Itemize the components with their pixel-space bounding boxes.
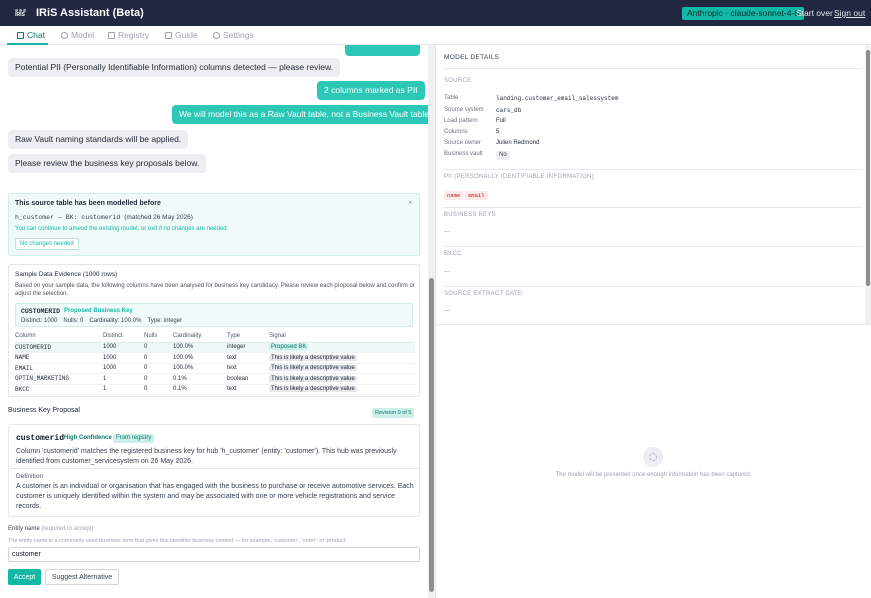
- suggest-alternative-button[interactable]: Suggest Alternative: [45, 569, 119, 585]
- accept-button[interactable]: Accept: [8, 569, 41, 585]
- table-header: Column Distinct Nulls Cardinality Type S…: [15, 331, 415, 343]
- chat-icon: [17, 31, 24, 39]
- bkcc-section-title: BKCC: [444, 251, 462, 257]
- existing-hub: h_customer — BK: customerid (matched 26 …: [15, 214, 193, 221]
- loading-icon: [643, 447, 663, 467]
- bot-message: Raw Vault naming standards will be appli…: [8, 130, 189, 149]
- pane-divider: [435, 45, 436, 598]
- notice-title: This source table has been modelled befo…: [15, 200, 161, 207]
- extract-date-section-title: SOURCE EXTRACT DATE: [444, 291, 523, 297]
- waiting-message: The model will be presented once enough …: [555, 472, 752, 478]
- model-details-panel: MODEL DETAILS SOURCE Table landing.custo…: [436, 45, 871, 598]
- table-row: EMAIL 1000 0 100.0% text This is likely …: [15, 363, 415, 374]
- divider: [444, 207, 862, 208]
- tab-settings[interactable]: Settings: [213, 30, 254, 40]
- empty-value: —: [444, 229, 450, 235]
- field-value: landing.customer_email_salessystem: [496, 95, 619, 102]
- proposal-key: customerid: [16, 434, 65, 443]
- details-scrollbar-thumb[interactable]: [866, 50, 870, 286]
- table-row: OPTIN_MARKETING 1 0 0.1% boolean This is…: [15, 373, 415, 385]
- user-message: 2 columns marked as PII: [317, 81, 425, 100]
- entity-name-input[interactable]: [8, 547, 420, 562]
- evidence-table: Column Distinct Nulls Cardinality Type S…: [15, 331, 415, 395]
- tab-registry[interactable]: Registry: [108, 30, 149, 40]
- user-message: We will model this as a Raw Vault table,…: [172, 105, 428, 124]
- divider: [444, 286, 862, 287]
- field-label: Business vault: [444, 151, 483, 157]
- sign-out-link[interactable]: Sign out: [834, 8, 866, 18]
- tab-chat[interactable]: Chat: [17, 30, 45, 40]
- empty-value: —: [444, 269, 450, 275]
- no-changes-button[interactable]: No changes needed: [15, 238, 79, 250]
- details-scroll-area[interactable]: MODEL DETAILS SOURCE Table landing.custo…: [436, 45, 864, 324]
- entity-name-label: Entity name (required to accept): [8, 526, 94, 532]
- signal-badge: This is likely a descriptive value: [269, 354, 357, 361]
- field-label: Columns: [444, 129, 468, 135]
- field-value: cars_db: [496, 107, 522, 114]
- business-keys-section-title: BUSINESS KEYS: [444, 212, 496, 218]
- source-section-title: SOURCE: [444, 78, 472, 84]
- notice-hint: You can continue to amend the existing m…: [15, 226, 229, 232]
- business-vault-badge: No: [496, 151, 510, 160]
- divider: [444, 68, 862, 69]
- empty-value: —: [444, 308, 450, 314]
- proposed-key-tag: Proposed Business Key: [64, 308, 133, 314]
- field-label: Load pattern: [444, 118, 478, 124]
- app-title: IRiS Assistant (Beta): [36, 7, 144, 19]
- definition-text: A customer is an individual or organisat…: [16, 483, 414, 510]
- proposal-card: customerid High Confidence From registry…: [8, 424, 420, 517]
- proposed-key-stats: Distinct: 1000 Nulls: 0 Cardinality: 100…: [21, 318, 183, 324]
- active-tab-indicator: [7, 43, 48, 45]
- field-value: 5: [496, 129, 500, 135]
- field-label: Source system: [444, 107, 484, 113]
- registry-badge: From registry: [113, 434, 155, 443]
- divider: [444, 169, 862, 170]
- confidence-label: High Confidence: [64, 435, 112, 441]
- tab-guide[interactable]: Guide: [165, 30, 198, 40]
- signal-badge: This is likely a descriptive value: [269, 386, 357, 393]
- bot-message: Please review the business key proposals…: [8, 154, 207, 173]
- signal-badge: Proposed BK: [269, 344, 309, 351]
- evidence-description: Based on your sample data, the following…: [15, 283, 415, 297]
- field-value: Full: [496, 118, 506, 124]
- model-badge: Anthropic · claude-sonnet-4-6: [682, 7, 804, 20]
- gear-icon: [213, 31, 220, 39]
- bot-message: Potential PII (Personally Identifiable I…: [8, 58, 340, 77]
- divider: [10, 468, 420, 469]
- proposal-header: Business Key Proposal: [8, 407, 80, 414]
- start-over-button[interactable]: Start over: [796, 8, 833, 18]
- divider: [444, 246, 862, 247]
- field-label: Table: [444, 95, 459, 101]
- revision-badge: Revision 0 of 5: [372, 408, 415, 418]
- user-message-cut: [345, 45, 420, 56]
- tab-model[interactable]: Model: [61, 30, 94, 40]
- model-icon: [61, 31, 68, 39]
- field-value: Julien Redmond: [496, 140, 540, 146]
- registry-icon: [108, 31, 115, 39]
- pii-section-title: PII (PERSONALLY IDENTIFIABLE INFORMATION…: [444, 174, 594, 180]
- close-icon[interactable]: ×: [408, 198, 413, 207]
- table-row: BKCC 1 0 0.1% text This is likely a desc…: [15, 384, 415, 395]
- proposed-key-box: CUSTOMERID Proposed Business Key Distinc…: [15, 303, 413, 327]
- entity-help-text: The entity name is a commonly used busin…: [8, 538, 348, 544]
- table-row: CUSTOMERID 1000 0 100.0% integer Propose…: [15, 342, 415, 353]
- signal-badge: This is likely a descriptive value: [269, 375, 357, 382]
- signal-badge: This is likely a descriptive value: [269, 365, 357, 372]
- guide-icon: [165, 31, 172, 39]
- divider: [436, 324, 871, 325]
- chat-scrollbar-thumb[interactable]: [429, 278, 434, 592]
- proposal-description: Column 'customerid' matches the register…: [16, 448, 397, 465]
- definition-label: Definition: [16, 473, 44, 480]
- iris-logo: IRIS: [12, 5, 28, 21]
- pii-tag: email: [465, 191, 488, 200]
- pii-tag: name: [444, 191, 464, 200]
- proposed-key-name: CUSTOMERID: [21, 308, 61, 315]
- modelled-before-notice: This source table has been modelled befo…: [8, 193, 420, 256]
- sample-evidence-card: Sample Data Evidence (1000 rows) Based o…: [8, 264, 420, 397]
- table-row: NAME 1000 0 100.0% text This is likely a…: [15, 352, 415, 364]
- evidence-title: Sample Data Evidence (1000 rows): [15, 271, 118, 278]
- tab-bar: Chat Model Registry Guide Settings: [0, 26, 871, 45]
- field-label: Source owner: [444, 140, 482, 146]
- details-title: MODEL DETAILS: [444, 54, 500, 61]
